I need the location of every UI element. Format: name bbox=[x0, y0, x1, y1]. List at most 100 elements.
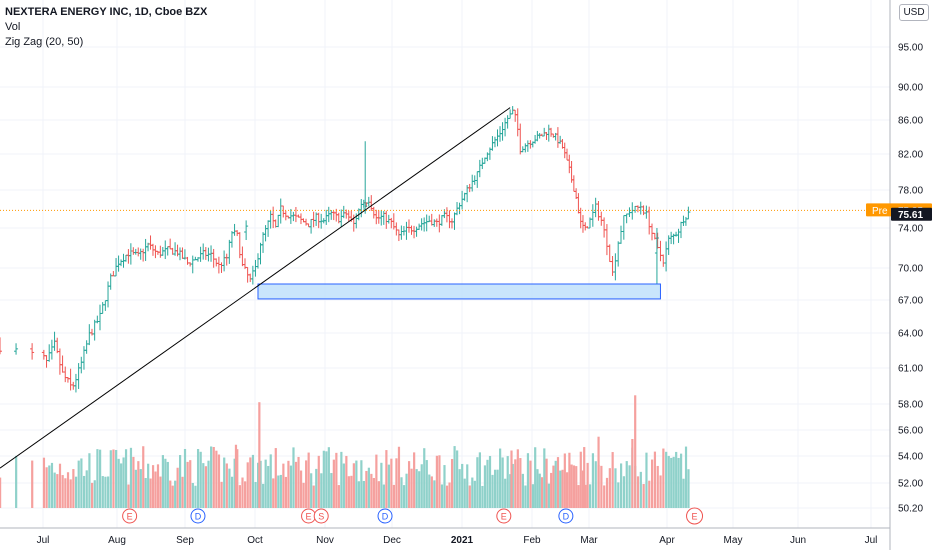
y-tick-label: 67.00 bbox=[898, 296, 923, 307]
ohlc-bar bbox=[14, 343, 19, 355]
volume-bar bbox=[377, 481, 380, 508]
event-marker-earnings[interactable]: E bbox=[496, 508, 512, 524]
event-marker-dividend[interactable]: D bbox=[558, 508, 574, 524]
volume-bar bbox=[617, 482, 620, 508]
ohlc-bar bbox=[551, 133, 556, 138]
ohlc-bar bbox=[616, 241, 621, 267]
ohlc-bar bbox=[185, 256, 190, 265]
volume-bar bbox=[365, 470, 368, 508]
ohlc-bar bbox=[165, 246, 170, 256]
volume-bar bbox=[445, 485, 449, 508]
volume-bar bbox=[122, 457, 125, 508]
ohlc-bar bbox=[73, 373, 78, 393]
ohlc-bar bbox=[68, 368, 73, 391]
volume-bar bbox=[531, 484, 535, 508]
volume-bar bbox=[292, 447, 295, 508]
ohlc-bar bbox=[203, 247, 208, 260]
volume-bar bbox=[488, 455, 492, 508]
volume-bar bbox=[639, 471, 642, 508]
volume-bar bbox=[352, 463, 355, 508]
zigzag-indicator-label[interactable]: Zig Zag (20, 50) bbox=[5, 36, 84, 48]
volume-bar bbox=[127, 484, 130, 508]
chart-legend: NEXTERA ENERGY INC, 1D, Cboe BZX Vol Zig… bbox=[5, 5, 207, 50]
volume-bar bbox=[66, 472, 70, 508]
volume-bar bbox=[69, 479, 72, 508]
volume-bar bbox=[282, 463, 285, 508]
volume-bar bbox=[435, 455, 438, 508]
ohlc-bar bbox=[404, 221, 409, 240]
volume-bar bbox=[194, 485, 197, 508]
volume-bar bbox=[88, 453, 91, 508]
ohlc-bar bbox=[227, 239, 232, 264]
volume-bar bbox=[608, 468, 611, 508]
ohlc-bar bbox=[457, 202, 462, 215]
ohlc-bar bbox=[633, 205, 638, 213]
ohlc-bar bbox=[123, 254, 128, 262]
volume-bar bbox=[631, 439, 634, 508]
ohlc-bar bbox=[258, 242, 263, 265]
ohlc-bar bbox=[95, 315, 100, 324]
symbol-title[interactable]: NEXTERA ENERGY INC, 1D, Cboe BZX bbox=[5, 6, 208, 18]
volume-bar bbox=[315, 468, 318, 508]
ohlc-bar bbox=[155, 250, 160, 255]
support-zone bbox=[257, 283, 661, 300]
volume-label[interactable]: Vol bbox=[5, 21, 21, 33]
volume-bar bbox=[132, 456, 135, 508]
volume-bar bbox=[307, 452, 310, 508]
volume-bar bbox=[375, 454, 378, 508]
ohlc-bar bbox=[248, 273, 253, 283]
ohlc-bar bbox=[555, 127, 560, 148]
volume-bar bbox=[662, 448, 665, 508]
ohlc-bar bbox=[624, 213, 629, 224]
volume-bar bbox=[577, 485, 580, 508]
volume-bar bbox=[509, 474, 512, 508]
event-marker-split[interactable]: S bbox=[313, 508, 329, 524]
volume-bar bbox=[579, 451, 582, 508]
ohlc-bar bbox=[341, 205, 346, 219]
ohlc-bar bbox=[158, 245, 163, 258]
volume-bar bbox=[223, 457, 226, 508]
volume-bar bbox=[210, 446, 213, 508]
ohlc-bar bbox=[266, 220, 271, 237]
x-tick-label: Jul bbox=[37, 535, 50, 546]
currency-button[interactable]: USD bbox=[899, 4, 929, 21]
volume-bar bbox=[284, 476, 287, 508]
event-marker-earnings[interactable]: E bbox=[122, 508, 138, 524]
volume-bar bbox=[104, 476, 107, 508]
volume-bar bbox=[204, 466, 208, 508]
y-tick-label: 78.00 bbox=[898, 186, 923, 197]
ohlc-bar bbox=[567, 154, 572, 174]
y-tick-label: 52.00 bbox=[898, 479, 923, 490]
x-axis-labels: Jul Aug Sep Oct Nov Dec 2021 Feb Mar Apr May Jun Jul bbox=[37, 535, 878, 546]
volume-bar bbox=[611, 452, 614, 508]
volume-bar bbox=[642, 484, 645, 508]
ohlc-bar bbox=[180, 247, 185, 259]
event-marker-dividend[interactable]: D bbox=[190, 508, 206, 524]
volume-bar bbox=[651, 459, 654, 508]
volume-bar bbox=[335, 452, 338, 508]
volume-bar bbox=[178, 455, 182, 508]
ohlc-bar bbox=[432, 219, 437, 227]
volume-bar bbox=[620, 463, 623, 508]
volume-bar bbox=[345, 455, 348, 508]
ohlc-bar bbox=[419, 218, 424, 231]
volume-bar bbox=[337, 485, 340, 508]
ohlc-bar bbox=[44, 355, 49, 368]
volume-bar bbox=[552, 465, 555, 508]
ohlc-bar bbox=[148, 235, 153, 250]
volume-bar bbox=[212, 446, 215, 508]
y-tick-label: 82.00 bbox=[898, 150, 923, 161]
ohlc-bar bbox=[681, 215, 686, 226]
volume-bar bbox=[600, 465, 603, 508]
ohlc-bar bbox=[490, 136, 495, 151]
event-marker-earnings[interactable]: E bbox=[301, 508, 317, 524]
volume-bar bbox=[534, 447, 537, 508]
volume-bar bbox=[241, 477, 244, 508]
ohlc-bar bbox=[271, 206, 276, 229]
ohlc-bar bbox=[309, 218, 314, 234]
volume-bar bbox=[506, 456, 509, 508]
ohlc-bar bbox=[211, 248, 216, 268]
event-marker-earnings[interactable]: E bbox=[686, 507, 704, 525]
event-marker-dividend[interactable]: D bbox=[377, 508, 393, 524]
